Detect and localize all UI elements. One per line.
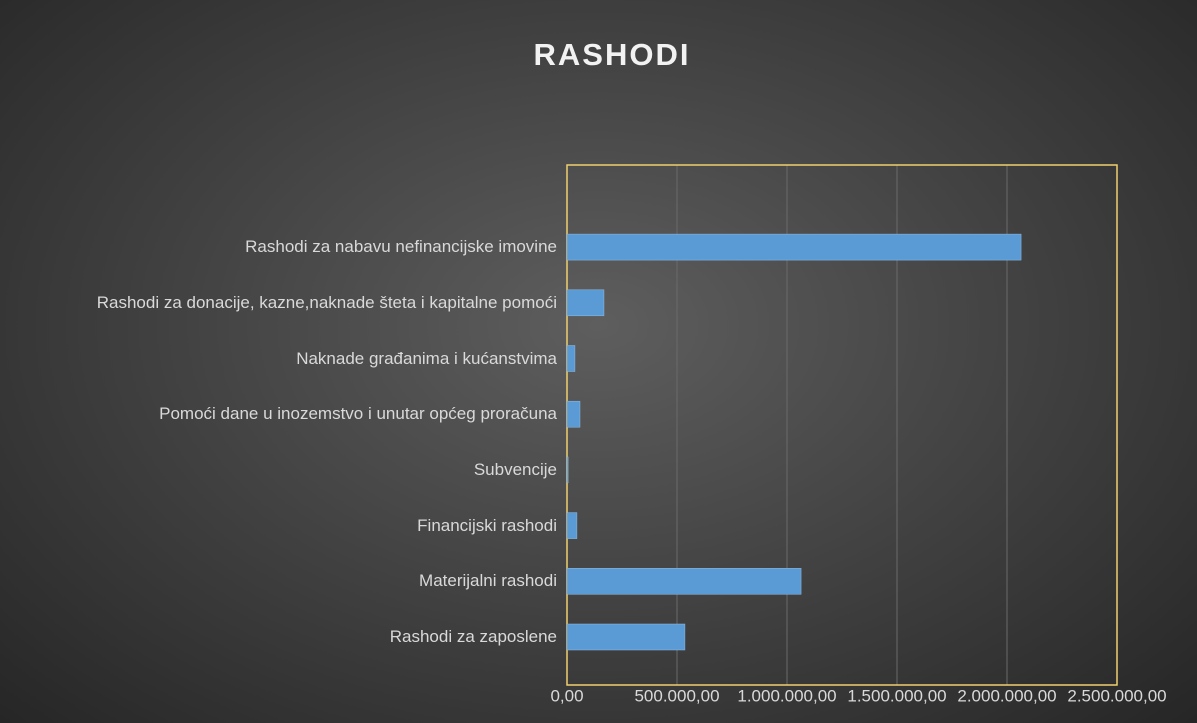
bar [566,568,802,595]
y-tick-label: Rashodi za zaposlene [0,625,557,649]
y-tick-label: Rashodi za nabavu nefinancijske imovine [0,235,557,259]
category-text: Materijalni rashodi [419,571,557,591]
x-tick-label: 2.000.000,00 [957,686,1056,705]
bar [566,456,569,484]
y-tick-label: Pomoći dane u inozemstvo i unutar općeg … [0,402,557,426]
y-tick-label: Subvencije [0,458,557,482]
bar [566,623,686,651]
x-tick-label: 2.500.000,00 [1067,686,1166,705]
bar [566,345,576,372]
category-text: Pomoći dane u inozemstvo i unutar općeg … [159,404,557,424]
category-text: Naknade građanima i kućanstvima [296,348,557,368]
category-text: Financijski rashodi [417,515,557,535]
x-tick-label: 1.000.000,00 [737,686,836,705]
bar [566,289,605,317]
bar [566,512,578,539]
bar [566,233,1022,261]
bar [566,400,581,428]
y-tick-label: Rashodi za donacije, kazne,naknade šteta… [0,291,557,315]
category-text: Rashodi za zaposlene [389,627,557,646]
x-tick-label: 1.500.000,00 [847,686,946,705]
x-tick-label: 0,00 [550,686,583,705]
y-tick-label: Financijski rashodi [0,514,557,538]
category-text: Subvencije [473,459,557,479]
category-text: Rashodi za donacije, kazne,naknade šteta… [96,292,557,312]
y-tick-label: Materijalni rashodi [0,569,557,593]
y-tick-label: Naknade građanima i kućanstvima [0,347,557,371]
chart-title: RASHODI [534,37,691,72]
category-text: Rashodi za nabavu nefinancijske imovine [245,237,557,257]
x-tick-label: 500.000,00 [634,686,719,705]
